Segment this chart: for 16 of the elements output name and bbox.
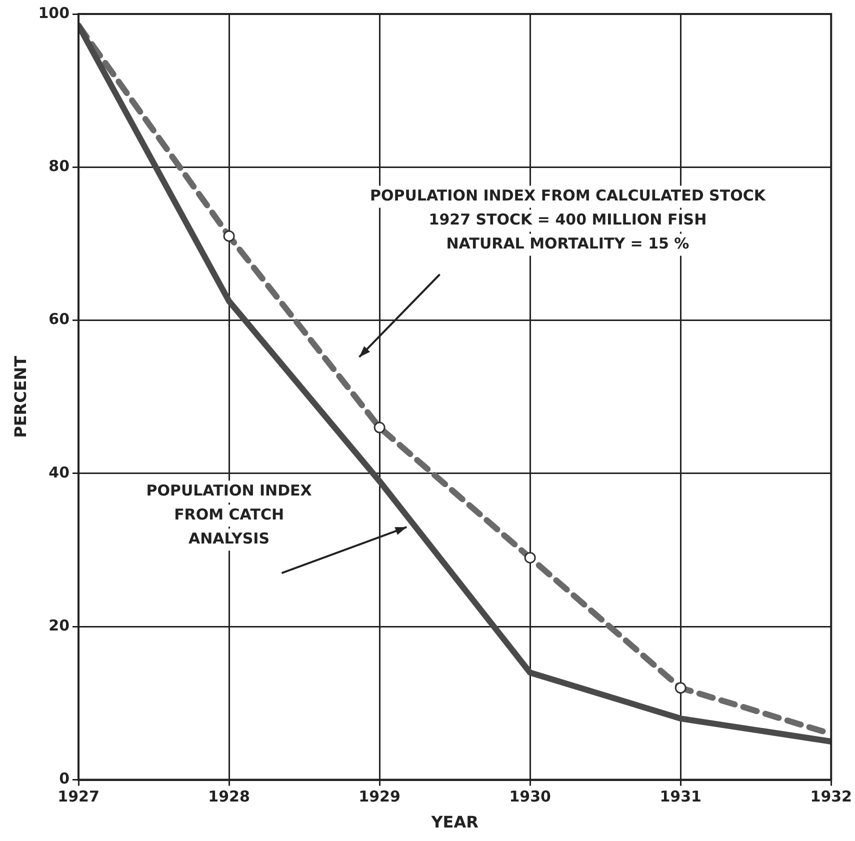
y-tick-label: 0 <box>59 770 70 788</box>
x-tick-label: 1932 <box>810 788 852 806</box>
y-tick-label: 40 <box>48 463 70 482</box>
x-tick-label: 1930 <box>509 788 551 806</box>
y-tick-label: 20 <box>48 616 70 635</box>
annotation: POPULATION INDEX FROM CALCULATED STOCK 1927 STOCK = 400 MILLION FISH NATURAL MORTALITY = 15 % <box>370 186 767 253</box>
annotation: POPULATION INDEX FROM CATCH ANALYSIS <box>146 481 312 548</box>
x-tick-label: 1931 <box>660 788 702 806</box>
x-tick-label: 1927 <box>58 788 100 806</box>
y-tick-label: 100 <box>38 4 70 22</box>
x-tick-label: 1929 <box>358 788 400 806</box>
y-tick-label: 80 <box>48 157 70 176</box>
x-tick-label: 1928 <box>208 788 250 806</box>
y-axis-title: PERCENT <box>10 356 30 438</box>
x-axis-title: YEAR <box>430 812 478 832</box>
y-tick-label: 60 <box>48 310 70 328</box>
